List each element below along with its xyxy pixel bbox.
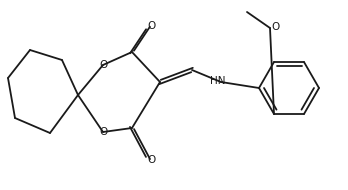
Text: O: O <box>147 21 155 31</box>
Text: O: O <box>100 127 108 137</box>
Text: O: O <box>147 155 155 165</box>
Text: HN: HN <box>210 76 226 86</box>
Text: O: O <box>100 60 108 70</box>
Text: O: O <box>271 22 279 32</box>
